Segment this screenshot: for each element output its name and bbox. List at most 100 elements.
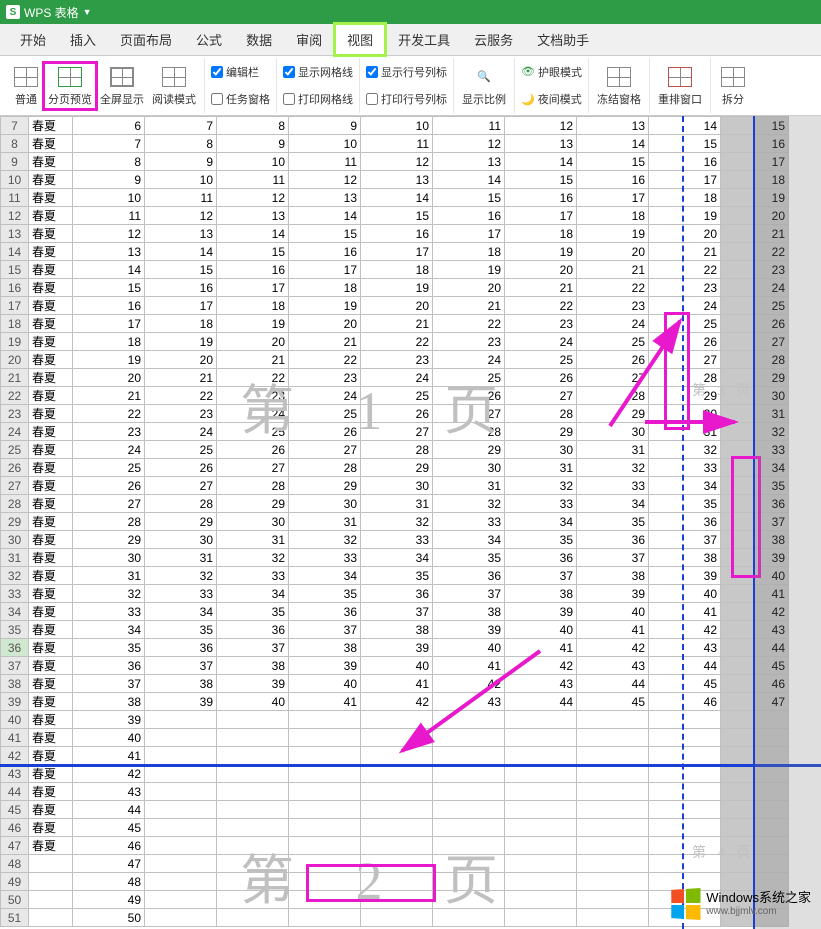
cell[interactable]: 33 — [217, 567, 289, 585]
cell[interactable]: 35 — [505, 531, 577, 549]
cell[interactable]: 33 — [73, 603, 145, 621]
cell[interactable] — [505, 855, 577, 873]
cell[interactable]: 春夏 — [29, 171, 73, 189]
cell[interactable]: 24 — [361, 369, 433, 387]
cell[interactable]: 24 — [73, 441, 145, 459]
cell[interactable]: 9 — [145, 153, 217, 171]
cell[interactable]: 34 — [433, 531, 505, 549]
cell[interactable]: 16 — [649, 153, 721, 171]
cell[interactable] — [361, 909, 433, 927]
tab-5[interactable]: 审阅 — [284, 24, 334, 55]
split-button[interactable]: 拆分 — [715, 63, 751, 109]
row-header[interactable]: 38 — [1, 675, 29, 693]
table-row[interactable]: 22春夏21222324252627282930 — [1, 387, 789, 405]
cell[interactable]: 15 — [505, 171, 577, 189]
cell[interactable]: 春夏 — [29, 441, 73, 459]
cell[interactable]: 37 — [217, 639, 289, 657]
cell[interactable] — [361, 729, 433, 747]
cell[interactable]: 16 — [217, 261, 289, 279]
cell[interactable]: 21 — [505, 279, 577, 297]
cell[interactable] — [289, 765, 361, 783]
cell[interactable]: 7 — [145, 117, 217, 135]
cell[interactable]: 20 — [145, 351, 217, 369]
cell[interactable]: 29 — [577, 405, 649, 423]
cell[interactable] — [433, 765, 505, 783]
row-header[interactable]: 9 — [1, 153, 29, 171]
cell[interactable] — [217, 909, 289, 927]
row-header[interactable]: 49 — [1, 873, 29, 891]
cell[interactable]: 18 — [217, 297, 289, 315]
cell[interactable]: 28 — [577, 387, 649, 405]
cell[interactable]: 32 — [73, 585, 145, 603]
cell[interactable] — [577, 801, 649, 819]
cell[interactable]: 38 — [289, 639, 361, 657]
cell[interactable]: 14 — [361, 189, 433, 207]
cell[interactable] — [505, 909, 577, 927]
cell[interactable]: 20 — [361, 297, 433, 315]
row-header[interactable]: 29 — [1, 513, 29, 531]
table-row[interactable]: 33春夏32333435363738394041 — [1, 585, 789, 603]
cell[interactable]: 23 — [217, 387, 289, 405]
cell[interactable]: 21 — [361, 315, 433, 333]
cell[interactable]: 34 — [505, 513, 577, 531]
table-row[interactable]: 46春夏45 — [1, 819, 789, 837]
row-header[interactable]: 47 — [1, 837, 29, 855]
cell[interactable]: 22 — [649, 261, 721, 279]
cell[interactable] — [649, 711, 721, 729]
check-formula-bar[interactable]: 编辑栏 — [209, 63, 261, 81]
cell[interactable]: 28 — [217, 477, 289, 495]
cell[interactable] — [433, 729, 505, 747]
cell[interactable]: 34 — [289, 567, 361, 585]
row-header[interactable]: 26 — [1, 459, 29, 477]
cell[interactable]: 33 — [145, 585, 217, 603]
cell[interactable]: 22 — [73, 405, 145, 423]
row-header[interactable]: 46 — [1, 819, 29, 837]
table-row[interactable]: 21春夏20212223242526272829 — [1, 369, 789, 387]
cell[interactable]: 13 — [433, 153, 505, 171]
cell[interactable]: 26 — [433, 387, 505, 405]
cell[interactable] — [145, 819, 217, 837]
cell[interactable]: 18 — [361, 261, 433, 279]
row-header[interactable]: 34 — [1, 603, 29, 621]
cell[interactable] — [577, 855, 649, 873]
cell[interactable] — [577, 747, 649, 765]
cell[interactable]: 21 — [73, 387, 145, 405]
cell[interactable] — [145, 729, 217, 747]
cell[interactable]: 12 — [433, 135, 505, 153]
cell[interactable]: 18 — [649, 189, 721, 207]
titlebar-dropdown-icon[interactable]: ▼ — [83, 7, 92, 17]
cell[interactable]: 34 — [73, 621, 145, 639]
cell[interactable]: 春夏 — [29, 657, 73, 675]
row-header[interactable]: 19 — [1, 333, 29, 351]
cell[interactable]: 春夏 — [29, 117, 73, 135]
cell[interactable]: 22 — [505, 297, 577, 315]
row-header[interactable]: 24 — [1, 423, 29, 441]
cell[interactable]: 28 — [505, 405, 577, 423]
tab-9[interactable]: 文档助手 — [525, 24, 601, 55]
cell[interactable]: 春夏 — [29, 423, 73, 441]
cell[interactable]: 32 — [649, 441, 721, 459]
cell[interactable]: 8 — [145, 135, 217, 153]
cell[interactable] — [145, 711, 217, 729]
cell[interactable]: 16 — [145, 279, 217, 297]
cell[interactable]: 15 — [217, 243, 289, 261]
cell[interactable]: 23 — [289, 369, 361, 387]
table-row[interactable]: 36春夏35363738394041424344 — [1, 639, 789, 657]
cell[interactable] — [649, 783, 721, 801]
cell[interactable] — [289, 873, 361, 891]
table-row[interactable]: 38春夏37383940414243444546 — [1, 675, 789, 693]
cell[interactable]: 春夏 — [29, 513, 73, 531]
cell[interactable]: 36 — [361, 585, 433, 603]
cell[interactable]: 40 — [577, 603, 649, 621]
cell[interactable]: 24 — [577, 315, 649, 333]
cell[interactable]: 21 — [577, 261, 649, 279]
cell[interactable] — [433, 855, 505, 873]
cell[interactable]: 23 — [649, 279, 721, 297]
cell[interactable]: 46 — [649, 693, 721, 711]
cell[interactable]: 23 — [361, 351, 433, 369]
table-row[interactable]: 14春夏13141516171819202122 — [1, 243, 789, 261]
cell[interactable]: 13 — [217, 207, 289, 225]
cell[interactable]: 43 — [73, 783, 145, 801]
cell[interactable]: 28 — [73, 513, 145, 531]
cell[interactable]: 26 — [289, 423, 361, 441]
